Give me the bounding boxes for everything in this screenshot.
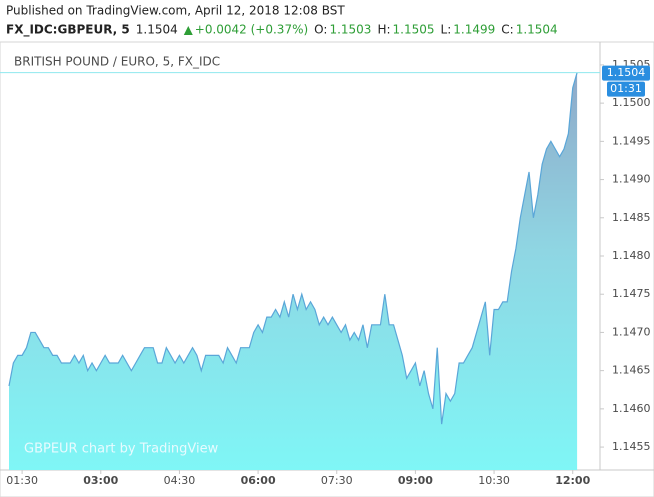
ohlc-value: 1.1504 [516,23,558,37]
x-tick-label: 10:30 [478,474,510,487]
x-tick-label: 09:00 [398,474,433,487]
y-tick-label: 1.1490 [612,173,651,186]
ohlc-value: 1.1505 [393,23,435,37]
published-line: Published on TradingView.com, April 12, … [6,4,345,18]
up-arrow [183,26,193,35]
y-tick-label: 1.1485 [612,211,651,224]
ohlc-label: O: [314,23,327,37]
chart-frame [0,41,654,497]
price-tag-label: 1.1504 [607,66,646,79]
series-title: BRITISH POUND / EURO, 5, FX_IDC [14,55,220,69]
price-line [8,72,578,425]
y-tick-label: 1.1475 [612,287,651,300]
ohlc-label: L: [441,23,452,37]
y-tick-label: 1.1460 [612,402,651,415]
ohlc-value: 1.1503 [329,23,371,37]
y-tick-label: 1.1455 [612,440,651,453]
ohlc-label: C: [501,23,513,37]
x-tick-label: 01:30 [6,474,38,487]
last-price: 1.1504 [136,23,178,37]
x-tick-label: 07:30 [321,474,353,487]
symbol: FX_IDC:GBPEUR, 5 [6,23,130,38]
plot-area [8,72,578,470]
ohlc-label: H: [377,23,390,37]
y-tick-label: 1.1480 [612,249,651,262]
y-tick-label: 1.1465 [612,364,651,377]
countdown-tag [607,81,645,97]
x-tick-label: 04:30 [164,474,196,487]
y-tick-label: 1.1500 [612,96,651,109]
ohlc-value: 1.1499 [453,23,495,37]
x-tick-label: 12:00 [555,474,590,487]
area-fill [9,72,578,470]
change: +0.0042 (+0.37%) [195,23,308,37]
y-tick-label: 1.1470 [612,325,651,338]
countdown-label: 01:31 [610,82,642,95]
y-tick-label: 1.1495 [612,134,651,147]
x-tick-label: 06:00 [241,474,276,487]
x-tick-label: 03:00 [83,474,118,487]
price-tag [602,65,650,81]
watermark: GBPEUR chart by TradingView [24,442,219,457]
